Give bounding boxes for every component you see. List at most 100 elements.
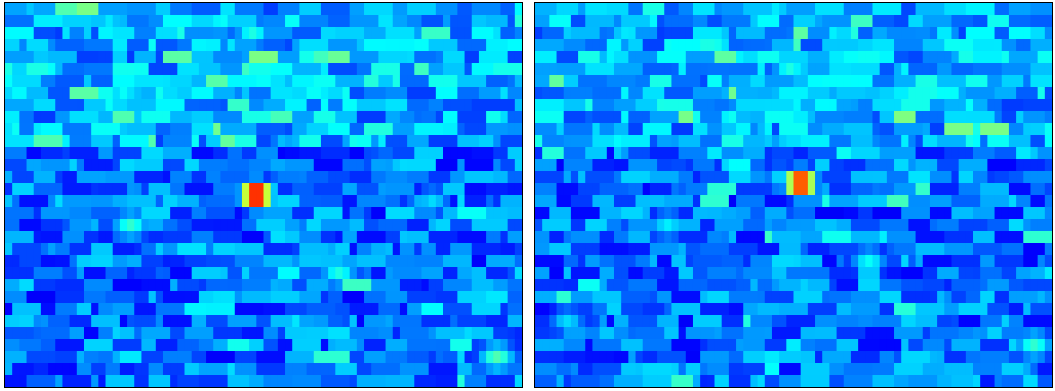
heatmap-right-cell — [829, 195, 838, 208]
heatmap-left-cell — [306, 87, 315, 100]
heatmap-left-cell — [184, 351, 193, 364]
heatmap-right-cell — [1044, 375, 1052, 387]
heatmap-left-cell — [127, 195, 135, 208]
heatmap-left-cell — [5, 63, 13, 76]
heatmap-left-cell — [500, 315, 509, 328]
heatmap-left-cell — [371, 87, 379, 100]
heatmap-right-cell — [965, 255, 974, 268]
heatmap-right-cell — [599, 363, 608, 376]
heatmap-left-cell — [450, 267, 458, 280]
heatmap-left-cell — [277, 267, 286, 280]
heatmap-right-cell — [872, 15, 881, 28]
heatmap-right-cell — [1023, 123, 1032, 136]
heatmap-left-cell — [141, 339, 150, 352]
heatmap-left-cell — [62, 207, 71, 220]
heatmap-left-cell — [112, 75, 121, 88]
heatmap-right-cell — [628, 3, 637, 16]
heatmap-right-cell — [714, 363, 723, 376]
heatmap-left-cell — [162, 39, 171, 52]
heatmap-left-cell — [414, 87, 423, 100]
heatmap-left-cell — [299, 291, 308, 304]
heatmap-right-cell — [714, 327, 723, 340]
heatmap-left-cell — [234, 219, 243, 232]
heatmap-left-cell — [507, 351, 516, 364]
heatmap-right-cell — [1037, 279, 1046, 292]
heatmap-right-cell — [563, 75, 572, 88]
heatmap-right-cell — [872, 375, 881, 387]
heatmap-right-cell — [958, 75, 967, 88]
heatmap-left-cell — [55, 147, 64, 160]
heatmap-left-cell — [198, 231, 207, 244]
heatmap-left-cell — [364, 327, 372, 340]
heatmap-right-cell — [965, 303, 974, 316]
heatmap-right-cell — [1030, 195, 1039, 208]
heatmap-right-cell — [872, 39, 881, 52]
heatmap-right-cell — [958, 267, 967, 280]
heatmap-left-cell — [148, 63, 157, 76]
heatmap-left-cell — [464, 375, 473, 387]
heatmap-right-cell — [563, 303, 572, 316]
heatmap-left-cell — [464, 339, 473, 352]
heatmap-left-cell — [335, 51, 344, 64]
heatmap-left-cell — [493, 195, 502, 208]
heatmap-left-cell — [155, 267, 164, 280]
heatmap-left-cell — [407, 111, 415, 124]
heatmap-right-cell — [929, 255, 938, 268]
heatmap-right-cell — [1016, 375, 1024, 387]
heatmap-right-cell — [879, 63, 888, 76]
heatmap-right-cell — [822, 267, 830, 280]
heatmap-left-cell — [292, 351, 300, 364]
heatmap-right-cell — [980, 303, 988, 316]
heatmap-left-cell — [249, 75, 257, 88]
heatmap-left-cell — [407, 51, 415, 64]
heatmap-left-cell — [12, 267, 20, 280]
heatmap-left-cell — [62, 123, 71, 136]
heatmap-right-cell — [793, 279, 802, 292]
heatmap-left-cell — [170, 339, 178, 352]
heatmap-left-cell — [76, 183, 85, 196]
heatmap-right-cell — [958, 339, 967, 352]
heatmap-left-cell — [12, 255, 20, 268]
heatmap-left-cell — [141, 63, 150, 76]
heatmap-right-cell — [886, 219, 895, 232]
heatmap-left-cell — [256, 159, 265, 172]
heatmap-right-cell — [807, 291, 816, 304]
heatmap-right-cell — [743, 315, 752, 328]
heatmap-right-cell — [750, 375, 759, 387]
heatmap-left-cell — [435, 75, 444, 88]
heatmap-left-cell — [213, 219, 222, 232]
heatmap-left-cell — [191, 243, 200, 256]
heatmap-right-cell — [642, 27, 651, 40]
heatmap-right-cell — [836, 111, 845, 124]
heatmap-left-cell — [55, 219, 64, 232]
heatmap-right-cell — [599, 267, 608, 280]
heatmap-left-cell — [457, 159, 466, 172]
heatmap-right-cell — [1001, 219, 1010, 232]
heatmap-right-cell — [865, 147, 874, 160]
heatmap-right-cell — [1037, 147, 1046, 160]
heatmap-right-cell — [628, 315, 637, 328]
heatmap-right-cell — [944, 99, 953, 112]
heatmap-left-cell — [69, 303, 78, 316]
heatmap-left-cell — [435, 51, 444, 64]
heatmap-left-cell — [134, 183, 143, 196]
heatmap-left-cell — [378, 3, 387, 16]
heatmap-left-cell — [399, 195, 408, 208]
heatmap-right-cell — [815, 255, 823, 268]
heatmap-left-cell — [464, 231, 473, 244]
heatmap-right-cell — [987, 39, 996, 52]
heatmap-right-cell — [829, 207, 838, 220]
heatmap-right-cell — [1008, 75, 1017, 88]
heatmap-right-cell — [692, 279, 701, 292]
heatmap-right-cell — [707, 339, 716, 352]
heatmap-left-cell — [507, 207, 516, 220]
heatmap-left-cell — [184, 195, 193, 208]
heatmap-left-cell — [213, 63, 222, 76]
heatmap-right-cell — [944, 123, 953, 136]
heatmap-left-cell — [478, 171, 487, 184]
heatmap-left-cell — [134, 327, 143, 340]
heatmap-left-cell — [414, 3, 423, 16]
heatmap-left-cell — [206, 183, 214, 196]
heatmap-right-cell — [642, 111, 651, 124]
heatmap-right-cell — [578, 135, 586, 148]
